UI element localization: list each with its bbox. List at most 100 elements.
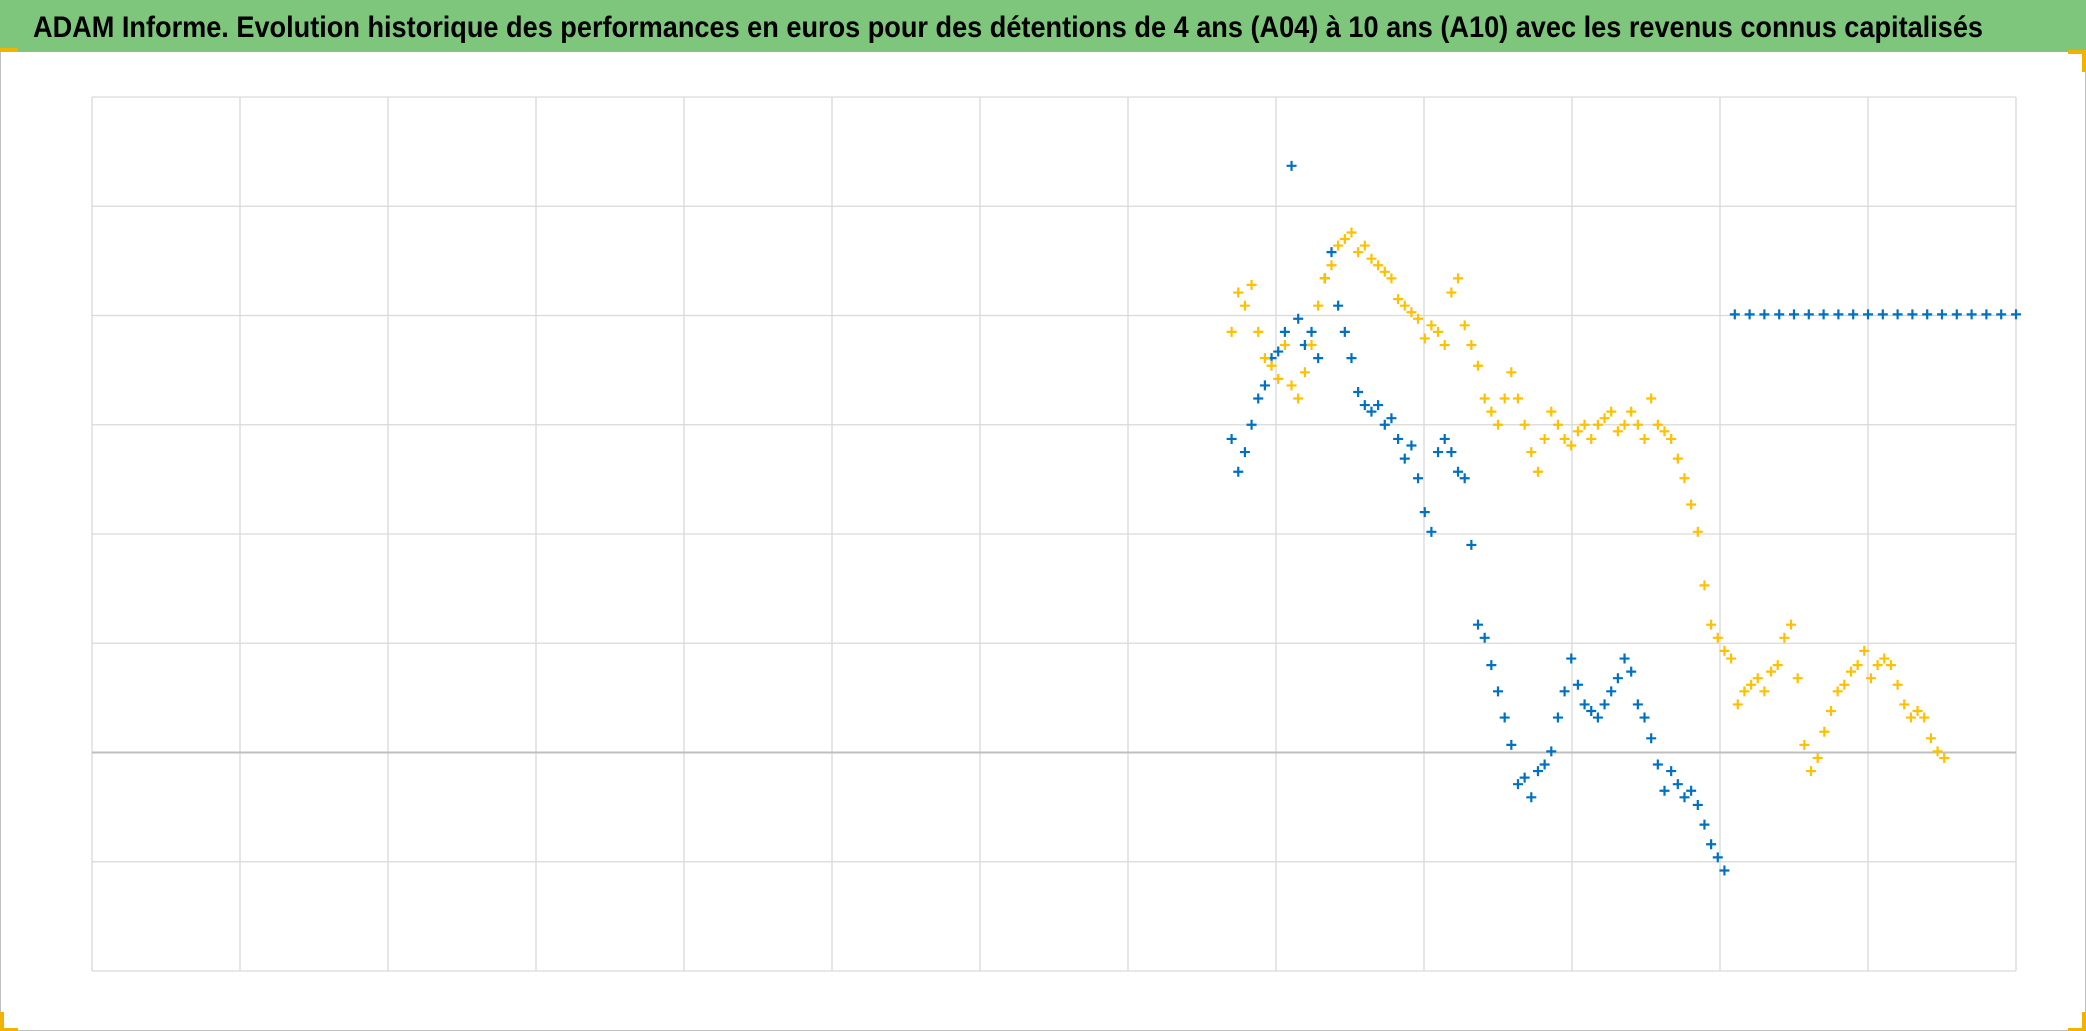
point bbox=[1546, 746, 1557, 757]
point bbox=[1752, 673, 1763, 684]
point bbox=[1333, 240, 1344, 251]
point bbox=[1326, 247, 1337, 258]
point bbox=[1951, 309, 1962, 320]
point bbox=[1905, 712, 1916, 723]
point bbox=[1566, 440, 1577, 451]
point bbox=[1399, 453, 1410, 464]
point bbox=[1433, 447, 1444, 458]
point bbox=[1439, 339, 1450, 350]
point bbox=[1729, 309, 1740, 320]
point bbox=[1818, 309, 1829, 320]
point bbox=[1579, 419, 1590, 430]
point bbox=[1479, 393, 1490, 404]
point bbox=[1699, 819, 1710, 830]
point bbox=[1912, 705, 1923, 716]
point bbox=[1413, 313, 1424, 324]
point bbox=[1919, 712, 1930, 723]
point bbox=[1786, 619, 1797, 630]
point bbox=[1339, 234, 1350, 245]
point bbox=[1699, 580, 1710, 591]
point bbox=[1639, 433, 1650, 444]
point bbox=[1686, 785, 1697, 796]
point bbox=[1359, 400, 1370, 411]
point bbox=[1606, 406, 1617, 417]
point bbox=[1239, 300, 1250, 311]
point bbox=[1306, 339, 1317, 350]
point bbox=[1466, 339, 1477, 350]
point bbox=[1706, 839, 1717, 850]
point bbox=[1493, 686, 1503, 697]
point bbox=[1233, 466, 1244, 477]
point bbox=[1774, 309, 1785, 320]
point bbox=[1459, 320, 1470, 331]
point bbox=[1253, 326, 1264, 337]
point bbox=[1892, 679, 1903, 690]
point bbox=[1652, 759, 1663, 770]
point bbox=[1863, 309, 1873, 320]
point bbox=[1419, 507, 1430, 518]
point bbox=[1592, 712, 1603, 723]
point bbox=[1632, 699, 1643, 710]
point bbox=[1672, 453, 1683, 464]
point bbox=[1586, 705, 1597, 716]
point bbox=[1526, 792, 1537, 803]
point bbox=[1519, 419, 1530, 430]
point bbox=[1859, 645, 1870, 656]
point bbox=[1526, 447, 1537, 458]
point bbox=[1706, 619, 1717, 630]
point bbox=[1446, 447, 1457, 458]
point bbox=[1486, 660, 1497, 671]
point bbox=[1739, 686, 1750, 697]
point bbox=[1552, 419, 1563, 430]
point bbox=[1373, 260, 1384, 271]
point bbox=[1512, 393, 1523, 404]
point bbox=[1803, 309, 1814, 320]
point bbox=[1279, 339, 1290, 350]
point bbox=[1652, 419, 1663, 430]
point bbox=[1639, 712, 1650, 723]
point bbox=[1486, 406, 1497, 417]
point bbox=[1479, 632, 1490, 643]
point bbox=[1466, 539, 1477, 550]
point bbox=[1692, 799, 1703, 810]
point bbox=[1686, 499, 1697, 510]
point bbox=[1726, 653, 1737, 664]
point bbox=[1981, 309, 1992, 320]
point bbox=[1865, 673, 1876, 684]
point bbox=[1226, 433, 1237, 444]
point bbox=[1826, 705, 1836, 716]
chart-title: ADAM Informe. Evolution historique des p… bbox=[33, 11, 1983, 44]
point bbox=[1286, 380, 1297, 391]
point bbox=[1877, 309, 1888, 320]
point bbox=[1679, 792, 1690, 803]
point bbox=[1386, 413, 1397, 424]
point bbox=[1359, 240, 1370, 251]
point bbox=[1346, 353, 1357, 364]
point bbox=[1732, 699, 1743, 710]
point bbox=[1273, 373, 1284, 384]
corner-marks bbox=[0, 48, 2086, 1031]
point bbox=[1719, 865, 1730, 876]
point bbox=[1579, 699, 1590, 710]
point bbox=[1626, 406, 1637, 417]
point bbox=[1779, 632, 1790, 643]
point bbox=[1833, 309, 1844, 320]
point bbox=[1966, 309, 1977, 320]
point bbox=[1226, 326, 1237, 337]
point bbox=[1892, 309, 1903, 320]
point bbox=[1333, 300, 1344, 311]
point bbox=[1806, 766, 1817, 777]
point bbox=[1546, 406, 1557, 417]
point bbox=[1996, 309, 2007, 320]
point bbox=[1506, 367, 1517, 378]
point bbox=[1239, 447, 1250, 458]
point bbox=[1619, 653, 1630, 664]
point bbox=[1712, 852, 1723, 863]
point bbox=[1885, 660, 1896, 671]
point bbox=[1586, 433, 1597, 444]
point bbox=[1759, 686, 1770, 697]
point bbox=[1572, 426, 1583, 437]
point bbox=[1832, 686, 1843, 697]
point bbox=[1712, 632, 1723, 643]
